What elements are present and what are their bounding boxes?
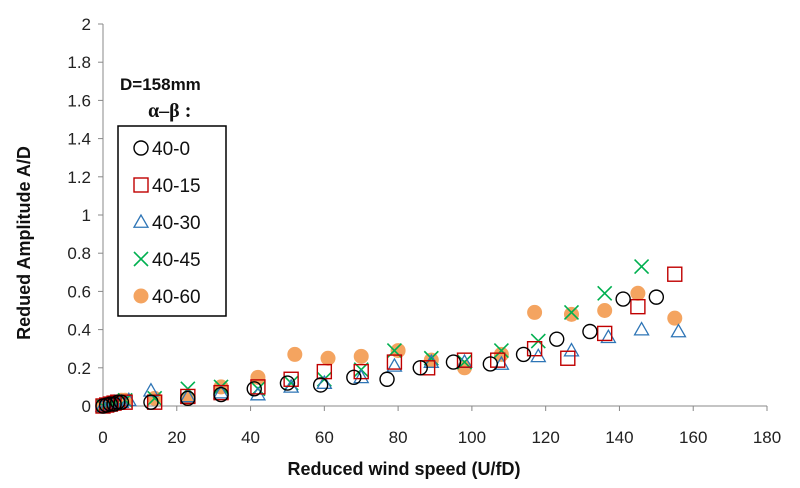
data-point-40-60: [320, 350, 336, 366]
x-tick-labels: 0 20 40 60 80 100 120 140 160 180: [98, 428, 781, 447]
legend-label: 40-30: [152, 213, 201, 234]
legend-label: 40-60: [152, 287, 201, 308]
data-point-40-0: [445, 354, 462, 370]
data-point-40-0: [213, 386, 229, 403]
data-point-40-45: [563, 304, 580, 320]
data-point-40-0: [110, 394, 126, 410]
data-point-40-0: [615, 291, 631, 307]
data-point-40-60: [597, 303, 613, 318]
y-axis-title: Redued Amplitude A/D: [14, 146, 34, 340]
y-tick-label: 0.6: [67, 282, 91, 301]
y-tick-labels: 0 0.2 0.4 0.6 0.8 1 1.2 1.4 1.6 1.8 2: [67, 15, 91, 416]
data-point-40-15: [560, 350, 576, 366]
data-point-40-15: [456, 352, 473, 368]
legend-heading: α–β :: [148, 100, 191, 122]
data-point-40-0: [143, 394, 159, 410]
data-point-40-0: [346, 369, 362, 386]
x-tick-label: 20: [167, 428, 186, 447]
y-tick-label: 2: [82, 15, 91, 34]
data-point-40-15: [419, 360, 436, 376]
legend-marker-40-0: [133, 140, 149, 156]
x-tick-label: 40: [241, 428, 260, 447]
legend-label: 40-15: [152, 176, 201, 197]
x-tick-label: 120: [531, 428, 559, 447]
data-point-40-30: [563, 342, 580, 357]
x-tick-label: 180: [753, 428, 781, 447]
x-tick-label: 100: [458, 428, 486, 447]
data-point-40-0: [312, 377, 329, 393]
data-point-40-45: [147, 390, 163, 406]
data-point-40-0: [180, 390, 196, 407]
data-point-40-30: [670, 323, 687, 338]
data-point-40-45: [597, 285, 613, 301]
data-point-40-0: [279, 375, 296, 391]
data-point-40-60: [250, 369, 266, 385]
data-point-40-0: [102, 396, 119, 412]
data-point-40-30: [212, 384, 230, 399]
data-point-40-30: [316, 374, 333, 389]
data-point-40-30: [353, 369, 370, 384]
y-tick-label: 0.8: [67, 244, 91, 263]
y-tick-label: 1.6: [67, 91, 91, 110]
data-point-40-30: [179, 388, 196, 403]
y-tick-label: 1.2: [67, 168, 91, 187]
diameter-annotation: D=158mm: [120, 75, 201, 94]
x-tick-label: 60: [315, 428, 334, 447]
x-axis-title: Reduced wind speed (U/fD): [287, 459, 520, 479]
data-point-40-0: [582, 323, 598, 340]
data-point-40-15: [630, 298, 646, 315]
data-point-40-45: [634, 259, 650, 275]
data-point-40-15: [146, 394, 163, 410]
data-point-40-60: [353, 348, 369, 364]
data-point-40-15: [283, 371, 299, 387]
legend-marker-40-60: [133, 288, 149, 304]
legend-label: 40-0: [152, 139, 190, 160]
data-point-40-0: [549, 331, 565, 347]
data-point-40-0: [246, 381, 262, 397]
data-points: [94, 259, 687, 414]
data-point-40-45: [493, 343, 509, 359]
data-point-40-0: [412, 360, 428, 376]
data-point-40-15: [667, 266, 683, 282]
data-point-40-15: [117, 394, 133, 410]
x-tick-label: 140: [605, 428, 633, 447]
x-tick-label: 80: [389, 428, 408, 447]
x-tick-label: 0: [98, 428, 107, 447]
data-point-40-60: [563, 306, 579, 322]
data-point-40-60: [667, 310, 683, 326]
data-point-40-0: [482, 356, 499, 372]
legend-marker-40-30: [132, 213, 150, 228]
legend-marker-40-45: [133, 251, 149, 267]
legend-marker-40-15: [133, 177, 149, 193]
legend: 40-0 40-15 40-30 40-45 40-60: [117, 125, 227, 317]
data-point-40-0: [379, 371, 395, 387]
data-point-40-0: [113, 394, 130, 410]
data-point-40-15: [386, 354, 403, 370]
data-point-40-0: [515, 346, 532, 363]
x-tick-label: 160: [679, 428, 707, 447]
data-point-40-15: [596, 325, 613, 342]
data-point-40-30: [386, 357, 403, 372]
y-tick-label: 1: [82, 206, 91, 225]
axes: [98, 23, 768, 411]
data-point-40-15: [490, 352, 506, 368]
y-tick-label: 0.4: [67, 321, 91, 340]
y-tick-label: 1.4: [67, 130, 91, 149]
data-point-40-60: [630, 285, 646, 301]
data-point-40-0: [648, 289, 665, 305]
data-point-40-0: [106, 396, 122, 412]
data-point-40-60: [287, 346, 303, 362]
y-tick-label: 0.2: [67, 359, 91, 378]
legend-frame: [117, 125, 227, 317]
data-point-40-60: [527, 304, 543, 320]
y-tick-label: 0: [82, 397, 91, 416]
data-point-40-30: [633, 321, 650, 336]
legend-label: 40-45: [152, 250, 201, 271]
data-point-40-30: [142, 382, 160, 397]
data-point-40-15: [250, 379, 266, 395]
data-point-40-60: [390, 343, 406, 359]
y-tick-label: 1.8: [67, 53, 91, 72]
